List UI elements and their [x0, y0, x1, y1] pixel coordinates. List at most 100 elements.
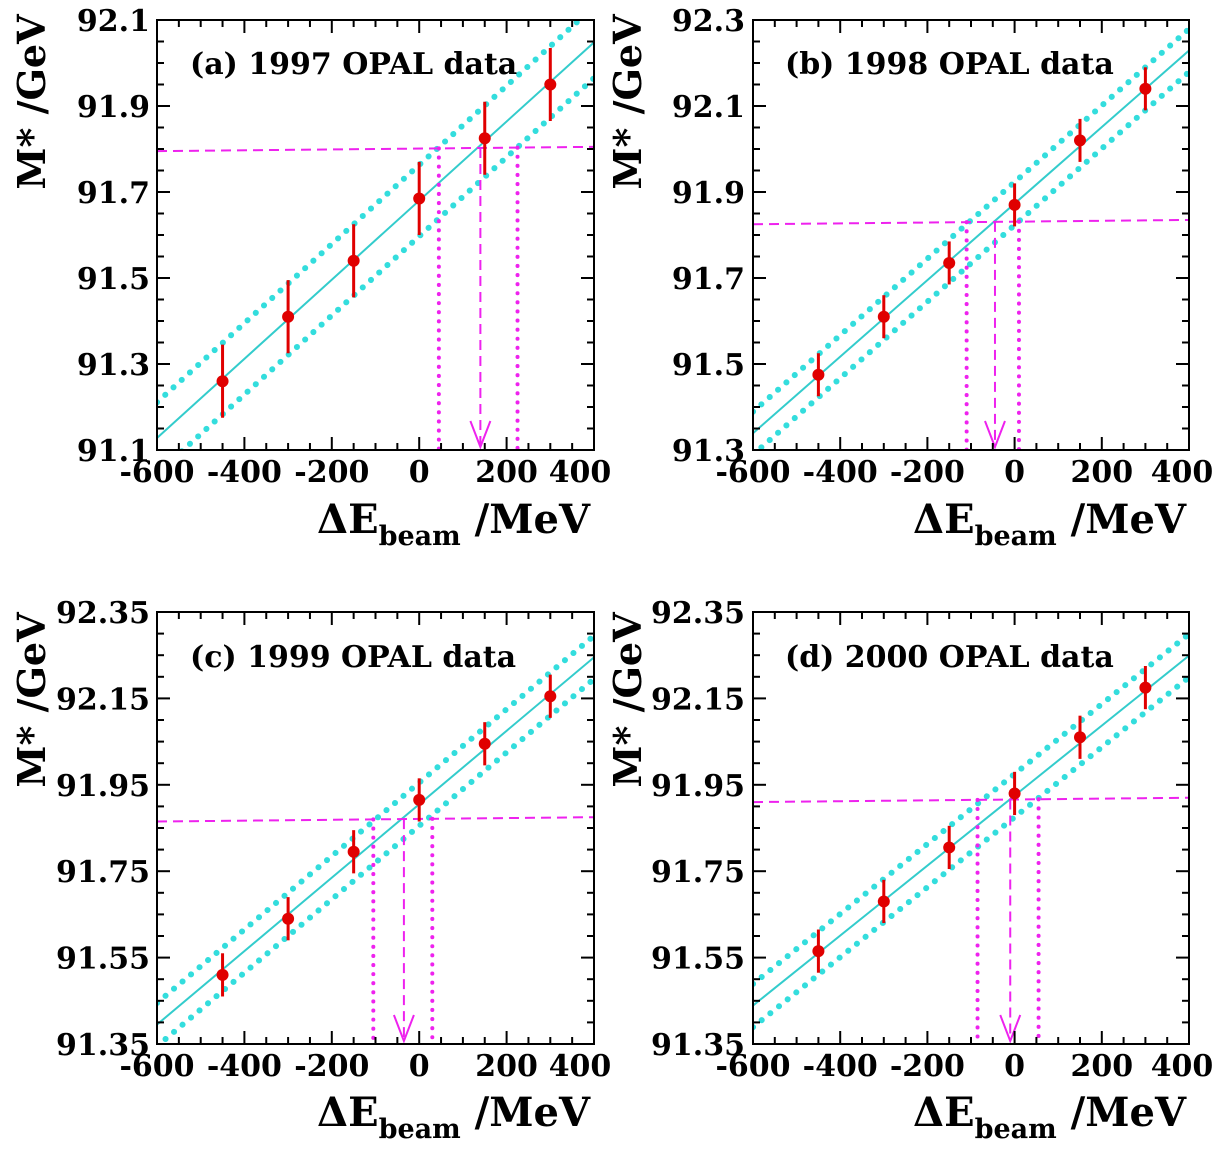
y-tick-label: 91.9: [672, 176, 745, 211]
data-point: [812, 945, 825, 958]
y-tick-label: 92.35: [56, 596, 150, 631]
fit-band-lower: [178, 75, 594, 450]
x-axis-label-main: ΔE: [913, 1089, 975, 1136]
x-tick-label: 400: [549, 1049, 612, 1084]
x-tick-label: 200: [1070, 455, 1133, 490]
y-tick-label: 92.3: [672, 4, 745, 39]
energy-arrow-head: [469, 420, 492, 450]
y-tick-label: 92.15: [56, 682, 150, 717]
y-tick-label: 91.3: [672, 434, 745, 469]
x-tick-label: -200: [294, 1049, 369, 1084]
x-axis-label-unit: /MeV: [461, 496, 591, 543]
plot-area-b: [753, 26, 1189, 450]
measured-mass-line: [753, 796, 1189, 804]
x-tick-label: 0: [409, 1049, 430, 1084]
measured-mass-line: [157, 816, 594, 823]
x-tick-label: 200: [1070, 1049, 1133, 1084]
y-tick-labels-c: 91.35 91.55 91.75 91.95 92.15 92.35: [56, 596, 150, 1063]
plot-area-d: [753, 631, 1189, 1044]
y-tick-labels-a: 91.1 91.3 91.5 91.7 91.9 92.1: [77, 4, 150, 469]
y-tick-label: 92.1: [77, 4, 150, 39]
panel-title-d: (d) 2000 OPAL data: [785, 640, 1114, 675]
panel-title-a: (a) 1997 OPAL data: [190, 47, 517, 82]
y-tick-label: 91.1: [77, 434, 150, 469]
tick-marks-d: [752, 611, 1190, 1045]
fit-line: [753, 654, 1189, 1007]
plot-area-a: [157, 20, 594, 450]
panel-title-c: (c) 1999 OPAL data: [190, 640, 516, 675]
x-tick-label: -600: [119, 455, 194, 490]
energy-arrow-head: [392, 1014, 415, 1044]
x-tick-label: -400: [207, 455, 282, 490]
x-tick-labels-c: -600 -400 -200 0 200 400: [119, 1049, 611, 1084]
data-point: [544, 78, 557, 91]
data-point: [1139, 82, 1152, 95]
panel-a: 91.1 91.3 91.5 91.7 91.9 92.1 -600 -400 …: [9, 4, 611, 552]
y-tick-label: 91.95: [651, 769, 745, 804]
plot-area-c: [157, 632, 594, 1044]
data-point: [544, 690, 557, 703]
y-tick-label: 91.95: [56, 769, 150, 804]
y-tick-label: 91.35: [56, 1028, 150, 1063]
plot-frame-d: [752, 611, 1190, 1045]
data-point: [1008, 198, 1021, 211]
x-tick-label: 200: [475, 455, 538, 490]
y-tick-label: 91.7: [672, 262, 745, 297]
x-tick-label: 200: [475, 1049, 538, 1084]
data-point: [347, 254, 360, 267]
fit-line: [157, 656, 594, 1026]
panel-b: 91.3 91.5 91.7 91.9 92.1 92.3 -600 -400 …: [605, 4, 1213, 552]
data-point: [478, 132, 491, 145]
fit-band-upper: [753, 26, 1189, 415]
y-tick-labels-b: 91.3 91.5 91.7 91.9 92.1 92.3: [672, 4, 745, 469]
x-axis-label-main: ΔE: [317, 1089, 379, 1136]
y-tick-label: 91.35: [651, 1028, 745, 1063]
panel-c: 91.35 91.55 91.75 91.95 92.15 92.35 -600…: [9, 596, 611, 1145]
x-tick-label: -600: [715, 1049, 790, 1084]
data-point: [1008, 787, 1021, 800]
data-point: [282, 310, 295, 323]
data-point: [1139, 681, 1152, 694]
tick-marks-a: [156, 19, 595, 451]
data-point: [216, 968, 229, 981]
x-axis-label-b: ΔEbeam /MeV: [913, 496, 1187, 552]
y-tick-label: 91.3: [77, 348, 150, 383]
x-tick-label: -400: [803, 1049, 878, 1084]
x-tick-label: 400: [549, 455, 612, 490]
y-tick-label: 92.35: [651, 596, 745, 631]
y-tick-label: 91.9: [77, 90, 150, 125]
y-tick-label: 91.55: [651, 942, 745, 977]
measured-mass-line: [753, 218, 1189, 226]
energy-arrow-head: [984, 420, 1006, 450]
x-tick-label: 0: [1004, 1049, 1025, 1084]
data-point: [347, 845, 360, 858]
fit-line: [753, 49, 1189, 434]
x-axis-label-main: ΔE: [913, 496, 975, 543]
fit-band-lower: [753, 69, 1189, 450]
fit-band-upper: [157, 632, 594, 1006]
y-tick-labels-d: 91.35 91.55 91.75 91.95 92.15 92.35: [651, 596, 745, 1063]
y-axis-label-c: M* /GeV: [9, 611, 54, 788]
x-tick-label: -200: [890, 455, 965, 490]
fit-line: [157, 41, 594, 439]
y-tick-label: 91.5: [672, 348, 745, 383]
fit-band-upper: [753, 631, 1189, 987]
fit-band-lower: [157, 675, 594, 1044]
y-tick-label: 91.75: [651, 855, 745, 890]
x-axis-label-sub: beam: [379, 1114, 461, 1145]
panel-title-b: (b) 1998 OPAL data: [785, 47, 1114, 82]
data-point: [413, 793, 426, 806]
fit-band-lower: [753, 674, 1189, 1031]
x-axis-label-d: ΔEbeam /MeV: [913, 1089, 1187, 1145]
y-axis-label-d: M* /GeV: [605, 611, 650, 788]
data-point: [216, 375, 229, 388]
x-tick-label: -600: [715, 455, 790, 490]
y-tick-label: 91.75: [56, 855, 150, 890]
x-tick-label: 400: [1151, 1049, 1214, 1084]
y-axis-label-b: M* /GeV: [605, 13, 650, 190]
data-point: [877, 895, 890, 908]
y-tick-label: 92.1: [672, 90, 745, 125]
x-tick-label: -200: [294, 455, 369, 490]
data-point: [1074, 731, 1086, 744]
x-axis-label-a: ΔEbeam /MeV: [317, 496, 591, 552]
